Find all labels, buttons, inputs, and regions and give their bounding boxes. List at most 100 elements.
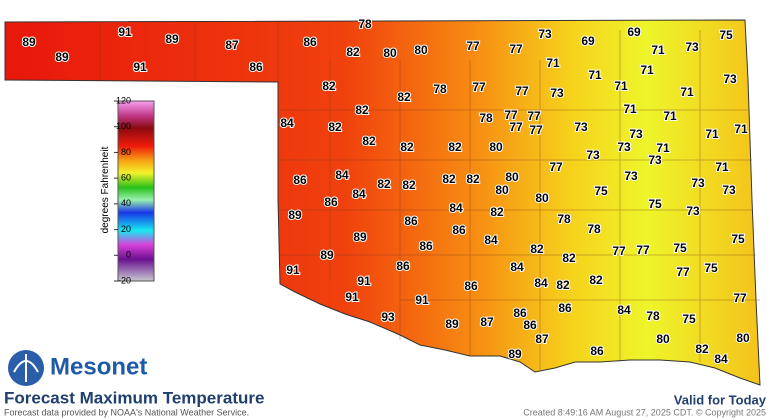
station-temp: 82 (490, 205, 504, 219)
station-temp: 87 (225, 38, 239, 52)
station-temp: 89 (353, 230, 367, 244)
station-temp: 84 (714, 352, 728, 366)
station-temp: 73 (723, 72, 737, 86)
station-temp: 77 (466, 39, 480, 53)
station-temp: 77 (733, 291, 747, 305)
station-temp: 86 (523, 318, 537, 332)
legend-label: degrees Fahrenheit (100, 146, 111, 233)
station-temp: 78 (557, 212, 571, 226)
valid: Valid for Today (674, 392, 767, 407)
legend-tick-label: 20 (121, 224, 131, 234)
logo (8, 350, 44, 386)
station-temp: 82 (400, 140, 414, 154)
station-temp: 89 (445, 317, 459, 331)
legend-tick-label: 40 (121, 198, 131, 208)
station-temp: 78 (358, 17, 372, 31)
station-temp: 89 (55, 50, 69, 64)
station-temp: 80 (414, 43, 428, 57)
station-temp: 86 (293, 173, 307, 187)
station-temp: 82 (362, 134, 376, 148)
station-temp: 91 (118, 25, 132, 39)
station-temp: 71 (715, 160, 729, 174)
station-temp: 71 (680, 85, 694, 99)
station-temp: 89 (288, 208, 302, 222)
station-temp: 80 (656, 332, 670, 346)
station-temp: 73 (586, 148, 600, 162)
station-temp: 82 (556, 278, 570, 292)
station-temp: 71 (546, 56, 560, 70)
station-temp: 80 (495, 183, 509, 197)
station-temp: 84 (617, 303, 631, 317)
station-temp: 71 (734, 122, 748, 136)
source: Forecast data provided by NOAA's Nationa… (4, 407, 249, 417)
station-temp: 73 (629, 127, 643, 141)
station-temp: 75 (731, 232, 745, 246)
station-temp: 86 (558, 301, 572, 315)
station-temp: 82 (466, 172, 480, 186)
station-temp: 82 (322, 79, 336, 93)
title: Forecast Maximum Temperature (4, 388, 264, 407)
station-temp: 86 (590, 344, 604, 358)
station-temp: 84 (484, 233, 498, 247)
station-temp: 75 (673, 241, 687, 255)
station-temp: 82 (562, 251, 576, 265)
station-temp: 71 (623, 102, 637, 116)
station-temp: 82 (448, 140, 462, 154)
station-temp: 82 (442, 172, 456, 186)
station-temp: 93 (381, 310, 395, 324)
station-temp: 78 (646, 309, 660, 323)
station-temp: 73 (624, 169, 638, 183)
station-temp: 86 (452, 223, 466, 237)
station-temp: 91 (357, 274, 371, 288)
station-temp: 71 (640, 63, 654, 77)
station-temp: 82 (695, 342, 709, 356)
station-temp: 87 (480, 315, 494, 329)
county-lines (99, 22, 760, 370)
station-temp: 86 (249, 60, 263, 74)
station-temp: 77 (636, 243, 650, 257)
station-temp: 86 (324, 195, 338, 209)
station-temp: 78 (587, 222, 601, 236)
station-temp: 73 (685, 40, 699, 54)
station-temp: 78 (479, 111, 493, 125)
station-temp: 80 (505, 170, 519, 184)
station-temp: 82 (377, 177, 391, 191)
station-temp: 91 (415, 293, 429, 307)
station-temp: 73 (574, 120, 588, 134)
station-temp: 73 (686, 204, 700, 218)
legend-tick-label: 80 (121, 147, 131, 157)
station-temp: 77 (472, 80, 486, 94)
station-temp: 80 (383, 46, 397, 60)
color-bar (117, 100, 155, 282)
station-temp: 73 (648, 153, 662, 167)
station-temp: 86 (513, 306, 527, 320)
station-temp: 73 (550, 86, 564, 100)
station-temp: 75 (648, 197, 662, 211)
station-temp: 84 (280, 116, 294, 130)
station-temp: 77 (612, 244, 626, 258)
station-temp: 82 (589, 273, 603, 287)
station-temp: 71 (663, 109, 677, 123)
station-temp: 86 (404, 214, 418, 228)
station-temp: 73 (722, 183, 736, 197)
station-temp: 69 (581, 34, 595, 48)
created: Created 8:49:16 AM August 27, 2025 CDT. … (523, 407, 766, 417)
station-temp: 73 (691, 176, 705, 190)
station-temp: 80 (535, 191, 549, 205)
legend-tick-label: 120 (116, 95, 131, 105)
station-temp: 77 (509, 120, 523, 134)
state-shape (4, 19, 761, 386)
brand: Mesonet (50, 353, 147, 380)
station-temp: 87 (535, 332, 549, 346)
station-temp: 71 (656, 141, 670, 155)
station-temp: 89 (165, 32, 179, 46)
station-temp: 84 (335, 168, 349, 182)
legend-tick-label: 60 (121, 173, 131, 183)
station-temp: 84 (510, 260, 524, 274)
legend-tick-label: 0 (126, 250, 131, 260)
station-temp: 91 (345, 290, 359, 304)
station-temp: 82 (355, 103, 369, 117)
station-temp: 69 (627, 25, 641, 39)
station-temp: 80 (736, 331, 750, 345)
